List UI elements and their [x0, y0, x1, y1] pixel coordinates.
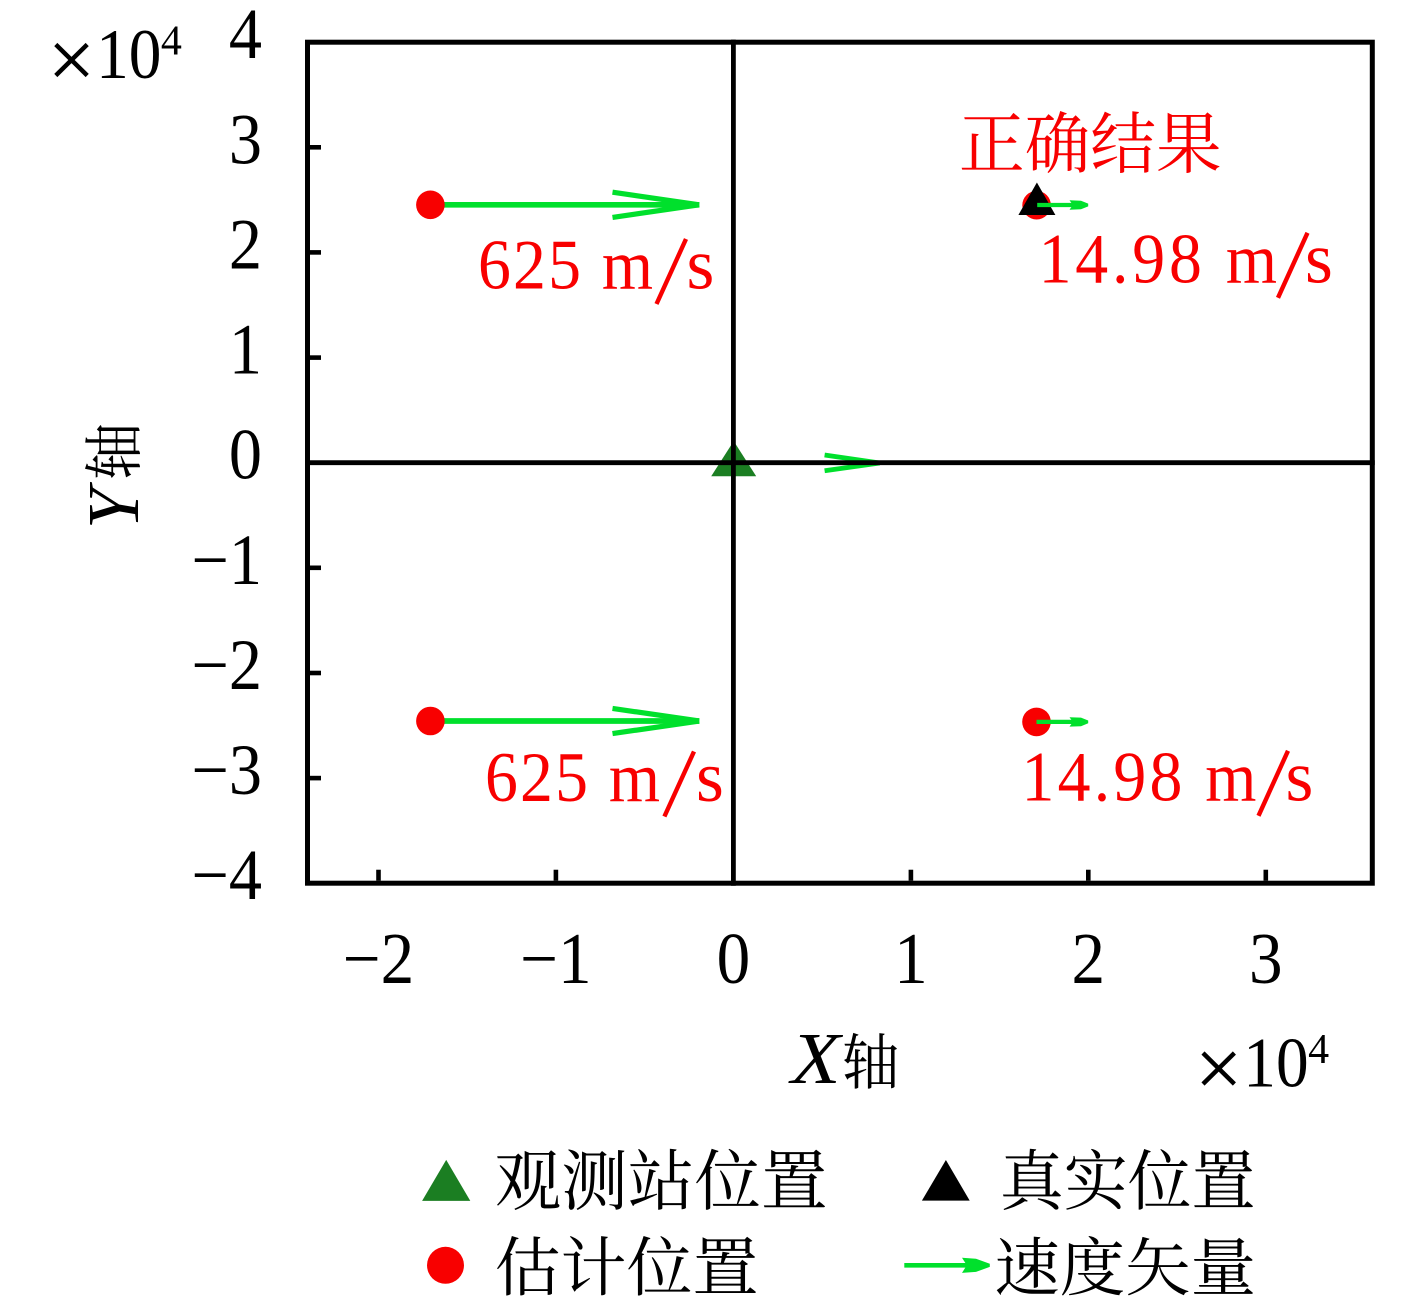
svg-text:4: 4 — [1308, 1027, 1329, 1073]
svg-text:X: X — [788, 1018, 844, 1099]
svg-text:2: 2 — [229, 204, 262, 284]
svg-text:0: 0 — [229, 414, 262, 494]
svg-text:4: 4 — [229, 0, 262, 74]
svg-text:1: 1 — [229, 309, 262, 389]
svg-text:s: s — [687, 226, 715, 305]
svg-text:−1: −1 — [520, 918, 591, 999]
svg-text:4: 4 — [161, 18, 182, 64]
svg-text:625 m: 625 m — [485, 738, 660, 817]
svg-text:10: 10 — [96, 15, 161, 94]
svg-text:1: 1 — [894, 918, 928, 999]
svg-text:−1: −1 — [192, 519, 262, 599]
svg-text:−2: −2 — [343, 918, 414, 999]
svg-text:s: s — [1305, 219, 1333, 298]
svg-text:625 m: 625 m — [478, 225, 653, 304]
svg-text:−4: −4 — [192, 835, 262, 915]
svg-text:3: 3 — [1249, 918, 1283, 999]
svg-text:−3: −3 — [192, 730, 262, 810]
svg-text:−2: −2 — [192, 624, 262, 704]
svg-text:14.98 m: 14.98 m — [1022, 737, 1257, 816]
svg-text:10: 10 — [1243, 1023, 1308, 1102]
svg-text:s: s — [1286, 737, 1314, 816]
svg-text:Y: Y — [73, 481, 154, 529]
svg-text:s: s — [696, 738, 724, 817]
svg-text:2: 2 — [1072, 918, 1106, 999]
svg-text:3: 3 — [229, 99, 262, 179]
svg-text:0: 0 — [717, 918, 751, 999]
svg-text:14.98 m: 14.98 m — [1039, 219, 1277, 298]
